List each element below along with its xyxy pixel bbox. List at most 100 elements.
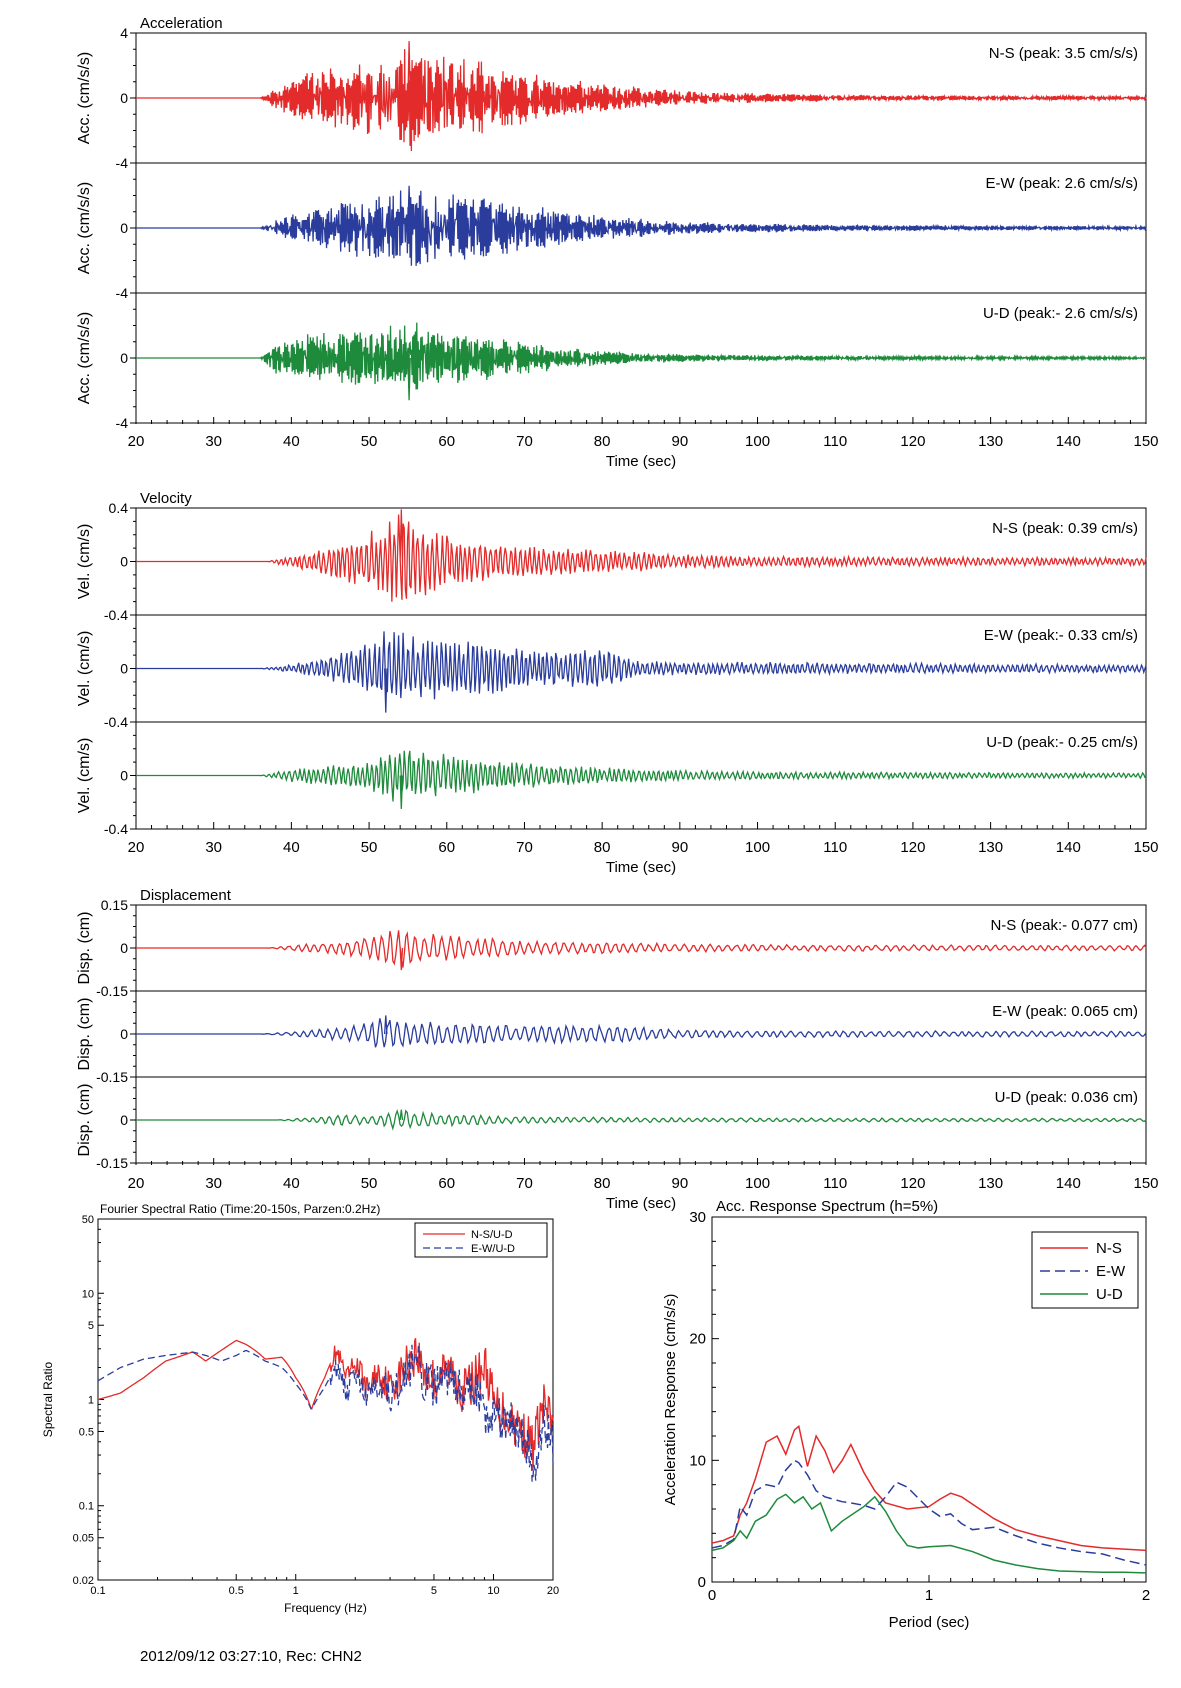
acceleration-x-tick-label: 30 <box>205 433 222 450</box>
velocity-u-d-trace <box>136 750 1147 809</box>
velocity-y-tick-label: 0 <box>120 554 128 570</box>
velocity-x-tick-label: 70 <box>516 839 533 856</box>
velocity-x-tick-label: 150 <box>1133 839 1158 856</box>
acceleration-y-tick-label: 0 <box>120 350 128 366</box>
fourier-x-label: Frequency (Hz) <box>284 1601 367 1615</box>
fourier-y-label: Spectral Ratio <box>41 1361 55 1437</box>
displacement-title: Displacement <box>140 887 232 904</box>
fourier-e-w-u-d-line <box>97 1344 554 1482</box>
response-legend-box <box>1031 1231 1139 1309</box>
response-x-tick-label: 2 <box>1142 1587 1150 1604</box>
response-legend-label: E-W <box>1096 1263 1126 1280</box>
displacement-x-tick-label: 130 <box>978 1175 1003 1192</box>
velocity-x-tick-label: 50 <box>361 839 378 856</box>
velocity-y-tick-label: 0.4 <box>109 500 129 516</box>
fourier-y-tick-label: 5 <box>88 1320 94 1332</box>
response-x-tick-label: 1 <box>925 1587 933 1604</box>
velocity-y-tick-label: -0.4 <box>104 607 128 623</box>
fourier-x-tick-label: 0.1 <box>90 1585 105 1597</box>
acceleration-x-tick-label: 80 <box>594 433 611 450</box>
fourier-x-tick-label: 5 <box>431 1585 437 1597</box>
velocity-x-tick-label: 60 <box>438 839 455 856</box>
fourier-y-tick-label: 0.05 <box>73 1533 94 1545</box>
acceleration-x-tick-label: 70 <box>516 433 533 450</box>
displacement-y-tick-label: 0 <box>120 1112 128 1128</box>
displacement-n-s-trace <box>136 930 1147 971</box>
response-x-label: Period (sec) <box>889 1614 970 1631</box>
fourier-y-tick-label: 1 <box>88 1395 94 1407</box>
fourier-legend-label: N-S/U-D <box>471 1229 513 1241</box>
fourier-y-tick-label: 50 <box>82 1214 94 1226</box>
acceleration-x-tick-label: 100 <box>745 433 770 450</box>
velocity-chart: Velocity 0.4 0 -0.4 Vel. (cm/s) N-S (peak: 0.… <box>76 490 1159 876</box>
response-y-tick-label: 0 <box>698 1574 706 1591</box>
velocity-n-s-trace <box>136 509 1147 602</box>
response-x-tick-label: 0 <box>708 1587 716 1604</box>
acceleration-y-tick-label: -4 <box>116 415 129 431</box>
acceleration-e-w-trace <box>136 185 1147 266</box>
response-n-s-line <box>711 1424 1147 1552</box>
displacement-y-tick-label: -0.15 <box>96 1155 128 1171</box>
fourier-y-tick-label: 0.02 <box>73 1575 94 1587</box>
fourier-y-tick-label: 0.1 <box>79 1501 94 1513</box>
velocity-x-tick-label: 130 <box>978 839 1003 856</box>
response-y-label: Acceleration Response (cm/s/s) <box>662 1294 679 1506</box>
displacement-x-tick-label: 70 <box>516 1175 533 1192</box>
displacement-x-tick-label: 110 <box>823 1175 847 1192</box>
response-y-tick-label: 10 <box>689 1452 706 1469</box>
velocity-e-w-peak-label: E-W (peak:- 0.33 cm/s) <box>984 627 1138 644</box>
displacement-e-w-y-label: Disp. (cm) <box>76 998 93 1071</box>
acceleration-x-tick-label: 130 <box>978 433 1003 450</box>
acceleration-n-s-y-label: Acc. (cm/s/s) <box>76 52 93 144</box>
acceleration-x-tick-label: 120 <box>900 433 925 450</box>
displacement-x-tick-label: 100 <box>745 1175 770 1192</box>
response-y-tick-label: 30 <box>689 1209 706 1226</box>
velocity-x-tick-label: 140 <box>1056 839 1081 856</box>
fourier-legend-label: E-W/U-D <box>471 1243 515 1255</box>
velocity-x-tick-label: 110 <box>823 839 847 856</box>
acceleration-n-s-peak-label: N-S (peak: 3.5 cm/s/s) <box>989 45 1138 62</box>
acceleration-y-tick-label: -4 <box>116 285 129 301</box>
response-y-tick-label: 20 <box>689 1331 706 1348</box>
acceleration-x-tick-label: 90 <box>672 433 689 450</box>
acceleration-u-d-y-label: Acc. (cm/s/s) <box>76 312 93 404</box>
acceleration-title: Acceleration <box>140 15 223 32</box>
displacement-y-tick-label: 0.15 <box>101 897 128 913</box>
velocity-x-tick-label: 20 <box>128 839 145 856</box>
velocity-n-s-peak-label: N-S (peak: 0.39 cm/s) <box>992 520 1138 537</box>
fourier-title: Fourier Spectral Ratio (Time:20-150s, Pa… <box>100 1202 380 1216</box>
velocity-x-tick-label: 40 <box>283 839 300 856</box>
velocity-y-tick-label: -0.4 <box>104 714 128 730</box>
displacement-y-tick-label: -0.15 <box>96 1069 128 1085</box>
displacement-x-tick-label: 140 <box>1056 1175 1081 1192</box>
acceleration-e-w-peak-label: E-W (peak: 2.6 cm/s/s) <box>985 175 1138 192</box>
response-e-w-line <box>711 1459 1147 1566</box>
acceleration-x-tick-label: 50 <box>361 433 378 450</box>
acceleration-y-tick-label: 4 <box>120 25 128 41</box>
acceleration-x-tick-label: 60 <box>438 433 455 450</box>
displacement-x-label: Time (sec) <box>606 1195 676 1212</box>
displacement-y-tick-label: 0 <box>120 1026 128 1042</box>
velocity-x-label: Time (sec) <box>606 859 676 876</box>
acceleration-x-tick-label: 140 <box>1056 433 1081 450</box>
fourier-legend-box <box>414 1222 548 1258</box>
velocity-e-w-y-label: Vel. (cm/s) <box>76 631 93 707</box>
fourier-plot-frame <box>97 1218 554 1581</box>
displacement-x-tick-label: 50 <box>361 1175 378 1192</box>
velocity-e-w-trace <box>136 631 1147 713</box>
velocity-u-d-peak-label: U-D (peak:- 0.25 cm/s) <box>986 734 1138 751</box>
response-u-d-line <box>711 1493 1147 1574</box>
velocity-x-tick-label: 100 <box>745 839 770 856</box>
displacement-x-tick-label: 30 <box>205 1175 222 1192</box>
velocity-y-tick-label: -0.4 <box>104 821 128 837</box>
displacement-x-tick-label: 60 <box>438 1175 455 1192</box>
acceleration-x-tick-label: 150 <box>1133 433 1158 450</box>
velocity-n-s-y-label: Vel. (cm/s) <box>76 524 93 600</box>
displacement-x-tick-label: 150 <box>1133 1175 1158 1192</box>
displacement-u-d-trace <box>136 1109 1147 1131</box>
fourier-n-s-u-d-line <box>97 1338 554 1471</box>
acceleration-x-tick-label: 40 <box>283 433 300 450</box>
displacement-u-d-y-label: Disp. (cm) <box>76 1084 93 1157</box>
displacement-x-tick-label: 120 <box>900 1175 925 1192</box>
